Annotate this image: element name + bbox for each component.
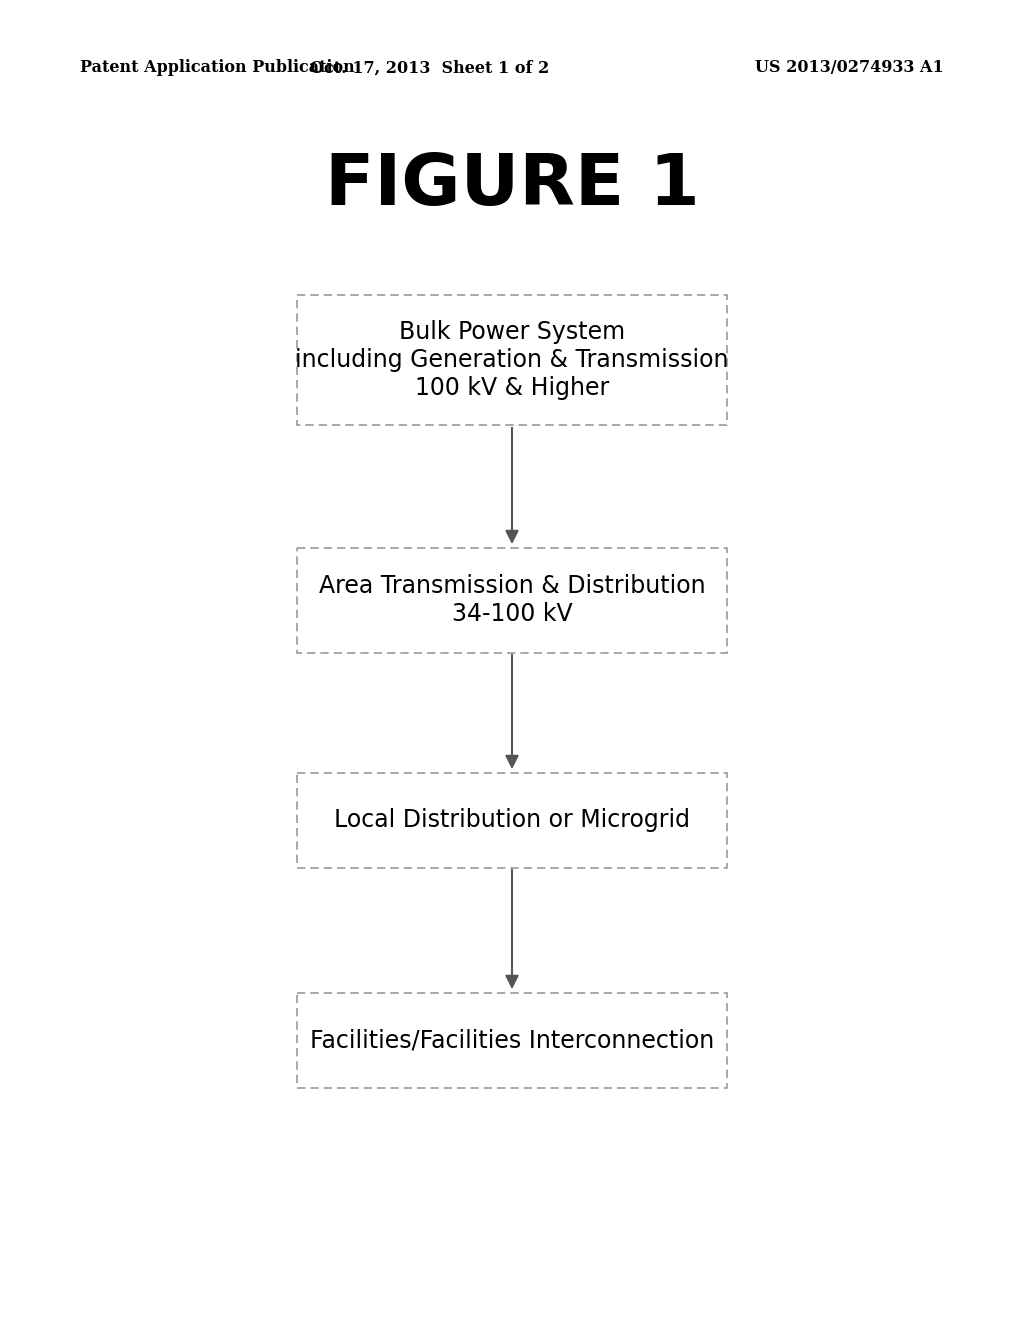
Text: Bulk Power System
including Generation & Transmission
100 kV & Higher: Bulk Power System including Generation &… <box>295 321 729 400</box>
Text: Oct. 17, 2013  Sheet 1 of 2: Oct. 17, 2013 Sheet 1 of 2 <box>310 59 550 77</box>
Bar <box>297 772 727 867</box>
Bar <box>297 294 727 425</box>
Text: Local Distribution or Microgrid: Local Distribution or Microgrid <box>334 808 690 832</box>
Bar <box>297 993 727 1088</box>
Text: Facilities/Facilities Interconnection: Facilities/Facilities Interconnection <box>310 1028 714 1052</box>
Text: Area Transmission & Distribution
34-100 kV: Area Transmission & Distribution 34-100 … <box>318 574 706 626</box>
Text: Patent Application Publication: Patent Application Publication <box>80 59 354 77</box>
Bar <box>297 548 727 652</box>
Text: FIGURE 1: FIGURE 1 <box>325 150 699 219</box>
Text: US 2013/0274933 A1: US 2013/0274933 A1 <box>756 59 944 77</box>
